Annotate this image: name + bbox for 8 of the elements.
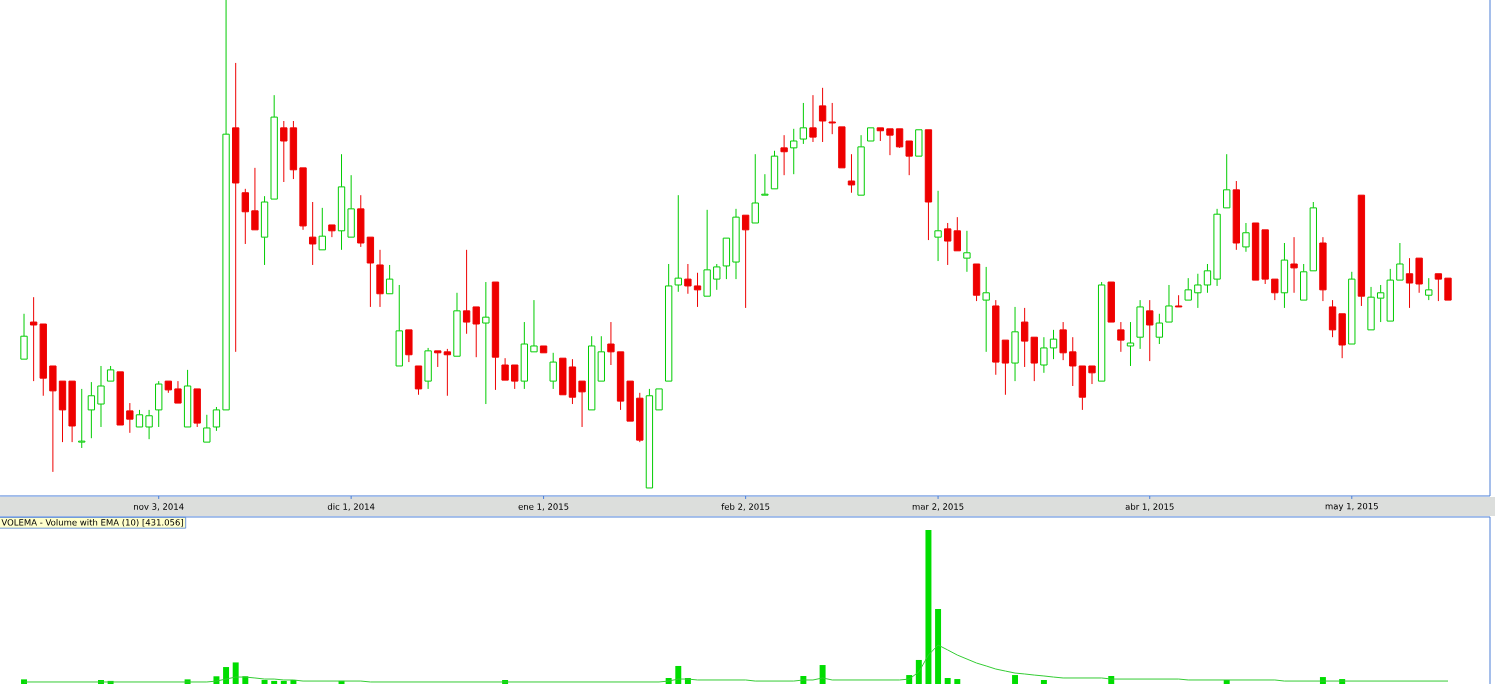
x-tick-label: may 1, 2015 <box>1325 502 1378 512</box>
x-tick-label: dic 1, 2014 <box>327 503 375 511</box>
x-tick-label: nov 3, 2014 <box>134 503 184 511</box>
chart-title: VOLEMA - Volume with EMA (10) [431.056] <box>1 518 183 527</box>
x-tick-label: abr 1, 2015 <box>1125 503 1174 511</box>
x-tick-label: ene 1, 2015 <box>518 503 569 511</box>
x-tick-label: feb 2, 2015 <box>721 503 770 511</box>
x-tick-label: mar 2, 2015 <box>912 503 964 511</box>
